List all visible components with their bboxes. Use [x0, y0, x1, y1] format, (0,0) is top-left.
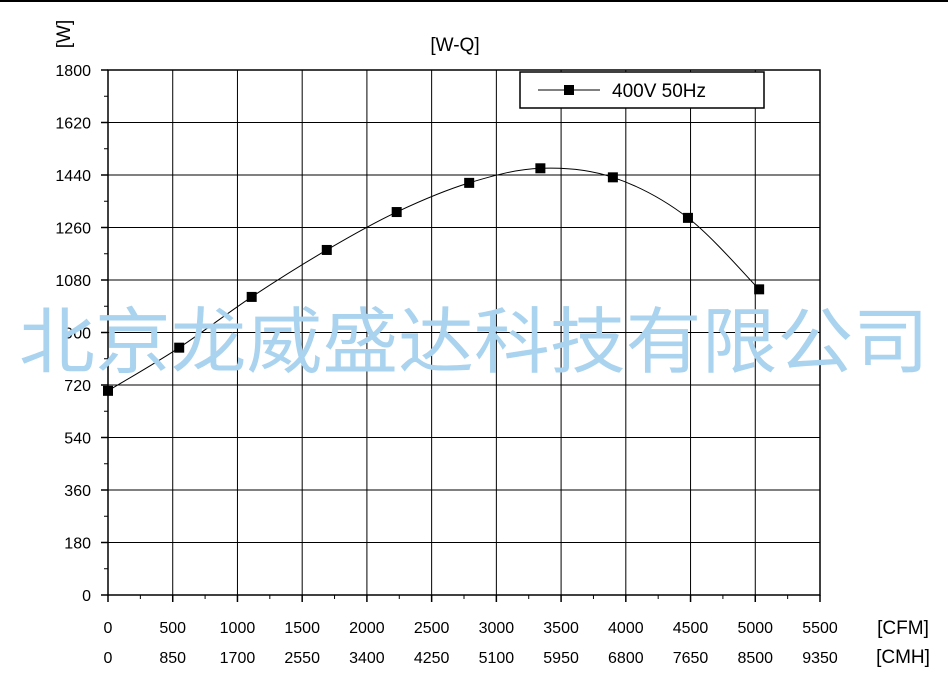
y-tick-label: 180 — [64, 536, 91, 553]
data-point — [321, 244, 332, 255]
data-point — [754, 284, 765, 295]
data-point — [682, 212, 693, 223]
x-tick-labels: 0 500 1000 1500 2000 2500 3000 3500 4000 4500 5000… — [104, 620, 838, 637]
data-point — [464, 177, 475, 188]
x-tick-label: 3000 — [479, 620, 515, 637]
x-axis-label: [CFM] — [877, 618, 929, 639]
data-point — [391, 207, 402, 218]
series — [103, 163, 765, 396]
y-tick-labels: 0 180 360 540 720 900 1080 1260 1440 1620 1800 — [55, 63, 91, 605]
x2-tick-label: 5950 — [543, 650, 579, 667]
x2-tick-label: 850 — [159, 650, 186, 667]
x2-tick-label: 4250 — [414, 650, 450, 667]
x2-tick-label: 5100 — [479, 650, 515, 667]
data-point — [607, 172, 618, 183]
x-tick-label: 1000 — [220, 620, 256, 637]
x-tick-label: 5500 — [802, 620, 838, 637]
x-tick-label: 2000 — [349, 620, 385, 637]
x2-tick-labels: 0 850 1700 2550 3400 4250 5100 5950 6800 7650 8500… — [104, 650, 838, 667]
y-tick-label: 1080 — [55, 273, 91, 290]
data-point — [103, 385, 113, 396]
y-tick-label: 360 — [64, 483, 91, 500]
x-tick-label: 3500 — [543, 620, 579, 637]
x-tick-label: 500 — [159, 620, 186, 637]
data-point — [174, 342, 185, 353]
y-tick-label: 1260 — [55, 221, 91, 238]
x2-tick-label: 0 — [104, 650, 113, 667]
x-tick-label: 4000 — [608, 620, 644, 637]
x-tick-label: 2500 — [414, 620, 450, 637]
watermark: 北京龙威盛达科技有限公司 — [19, 300, 929, 384]
legend-label: 400V 50Hz — [612, 81, 706, 102]
legend: 400V 50Hz — [519, 71, 765, 109]
x2-tick-label: 8500 — [737, 650, 773, 667]
y-axis-label: [W] — [54, 20, 75, 49]
chart-title: [W-Q] — [430, 35, 479, 56]
y-tick-label: 900 — [64, 326, 91, 343]
ticks — [101, 69, 821, 602]
y-tick-label: 0 — [82, 588, 91, 605]
y-tick-label: 540 — [64, 431, 91, 448]
y-tick-label: 1620 — [55, 116, 91, 133]
x-tick-label: 4500 — [673, 620, 709, 637]
top-rule — [0, 0, 948, 2]
x-tick-label: 5000 — [737, 620, 773, 637]
y-tick-label: 720 — [64, 378, 91, 395]
x-tick-label: 0 — [104, 620, 113, 637]
x2-tick-label: 7650 — [673, 650, 709, 667]
legend-marker — [564, 85, 574, 95]
data-point — [246, 291, 257, 302]
y-tick-label: 1440 — [55, 168, 91, 185]
x2-tick-label: 3400 — [349, 650, 385, 667]
x2-tick-label: 1700 — [220, 650, 256, 667]
y-tick-label: 1800 — [55, 63, 91, 80]
x2-tick-label: 6800 — [608, 650, 644, 667]
x-tick-label: 1500 — [284, 620, 320, 637]
data-point — [535, 163, 546, 174]
x2-axis-label: [CMH] — [876, 647, 930, 668]
x2-tick-label: 9350 — [802, 650, 838, 667]
series-line — [107, 167, 760, 392]
x2-tick-label: 2550 — [284, 650, 320, 667]
